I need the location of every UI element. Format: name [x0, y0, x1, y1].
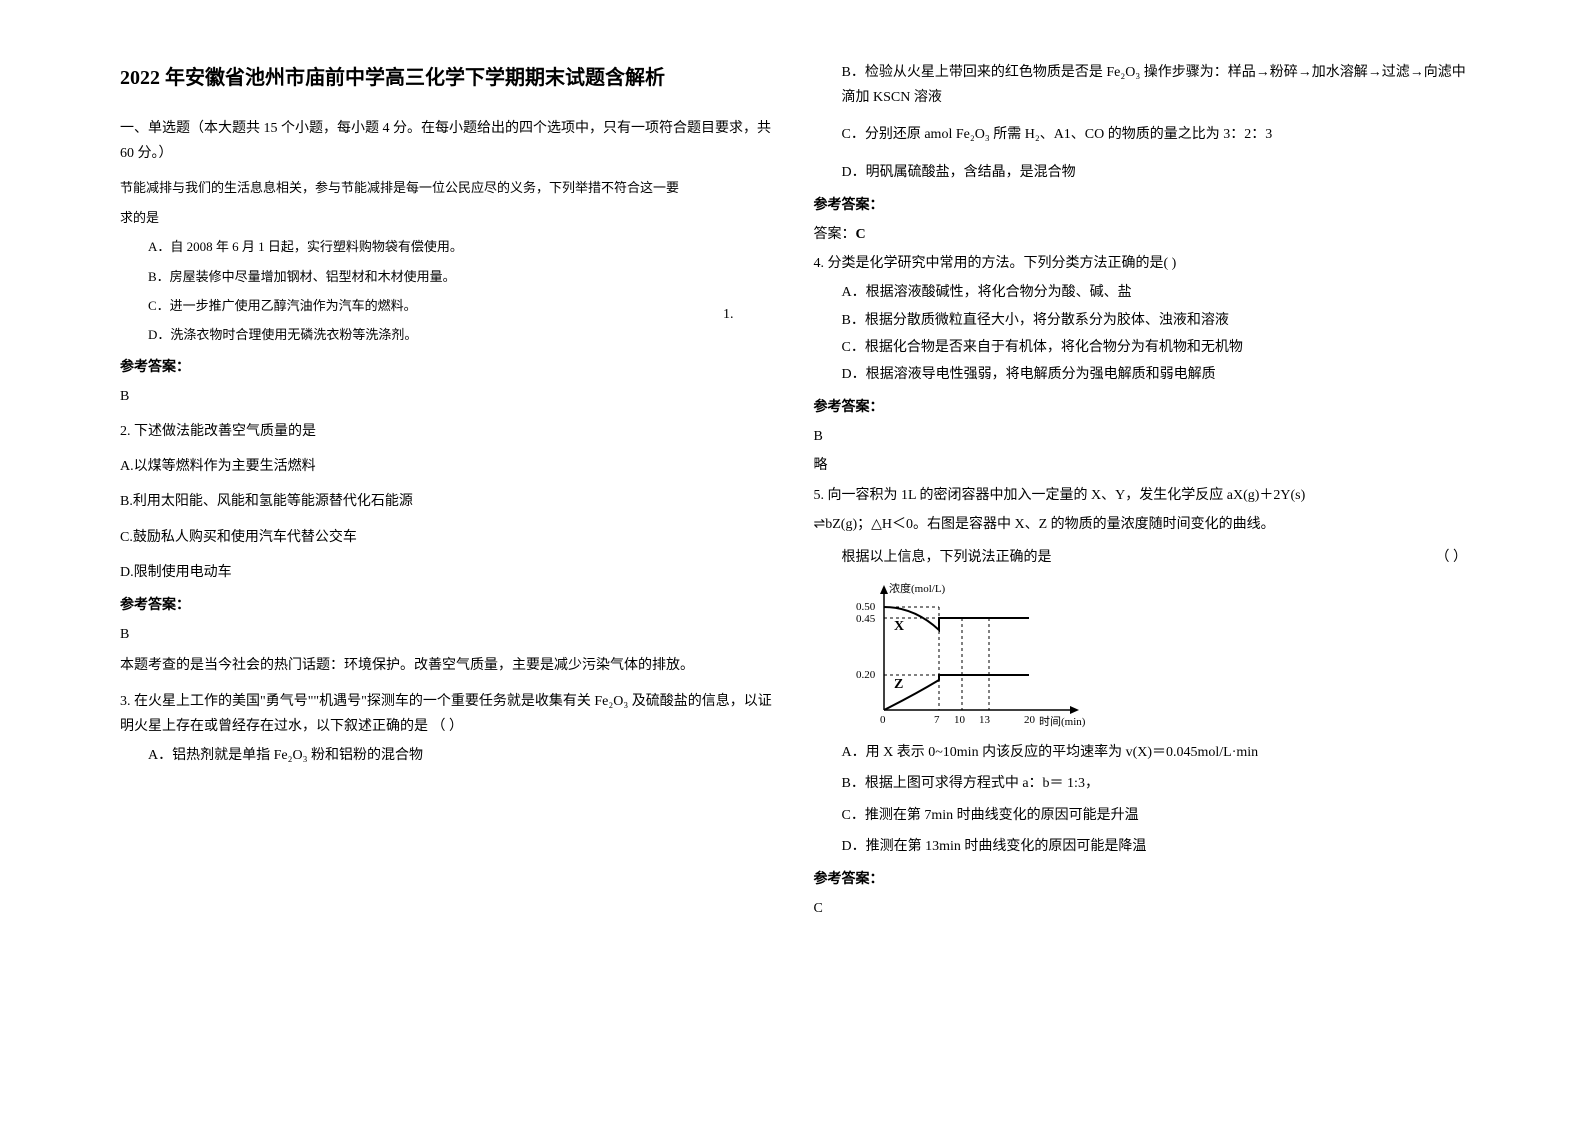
q3-answer-value: C [856, 227, 866, 242]
q5-option-a: A．用 X 表示 0~10min 内该反应的平均速率为 v(X)＝0.045mo… [814, 740, 1468, 765]
q2-option-a: A.以煤等燃料作为主要生活燃料 [120, 454, 774, 479]
chart-svg: 浓度(mol/L) 时间(min) 0.50 0.45 0.20 0 7 10 … [844, 580, 1104, 730]
q4-extra: 略 [814, 453, 1468, 478]
q1-option-a: A．自 2008 年 6 月 1 日起，实行塑料购物袋有偿使用。 [120, 235, 774, 258]
q5-option-c: C．推测在第 7min 时曲线变化的原因可能是升温 [814, 803, 1468, 828]
q3-option-b: B．检验从火星上带回来的红色物质是否是 Fe₂O₃ 操作步骤为：样品→粉碎→加水… [814, 60, 1468, 110]
right-column: B．检验从火星上带回来的红色物质是否是 Fe₂O₃ 操作步骤为：样品→粉碎→加水… [794, 60, 1488, 1062]
ytick-050: 0.50 [856, 601, 876, 613]
q5-chart: 浓度(mol/L) 时间(min) 0.50 0.45 0.20 0 7 10 … [844, 580, 1104, 730]
q3-answer-prefix: 答案： [814, 227, 856, 242]
ytick-045: 0.45 [856, 613, 876, 625]
q1-number: 1. [723, 302, 734, 327]
q2-option-c: C.鼓励私人购买和使用汽车代替公交车 [120, 525, 774, 550]
q5-option-d: D．推测在第 13min 时曲线变化的原因可能是降温 [814, 834, 1468, 859]
q2-explanation: 本题考查的是当今社会的热门话题：环境保护。改善空气质量，主要是减少污染气体的排放… [120, 653, 774, 678]
q1-answer: B [120, 384, 774, 409]
q3-option-c: C．分别还原 amol Fe₂O₃ 所需 H₂、A1、CO 的物质的量之比为 3… [814, 122, 1468, 147]
q5-stem3: 根据以上信息，下列说法正确的是 [842, 545, 1052, 570]
chart-label-x: X [894, 619, 904, 634]
q1-option-c: C．进一步推广使用乙醇汽油作为汽车的燃料。 [120, 294, 774, 317]
q3-stem: 3. 在火星上工作的美国"勇气号""机遇号"探测车的一个重要任务就是收集有关 F… [120, 689, 774, 739]
page-title: 2022 年安徽省池州市庙前中学高三化学下学期期末试题含解析 [120, 60, 774, 96]
section-header: 一、单选题（本大题共 15 个小题，每小题 4 分。在每小题给出的四个选项中，只… [120, 116, 774, 166]
q4-option-a: A．根据溶液酸碱性，将化合物分为酸、碱、盐 [814, 280, 1468, 305]
q1-option-b: B．房屋装修中尽量增加钢材、铝型材和木材使用量。 [120, 265, 774, 288]
q1-stem2: 求的是 [120, 206, 774, 229]
xtick-7: 7 [934, 714, 940, 726]
q4-option-c: C．根据化合物是否来自于有机体，将化合物分为有机物和无机物 [814, 335, 1468, 360]
q2-stem: 2. 下述做法能改善空气质量的是 [120, 419, 774, 444]
q5-stem2: ⇌bZ(g)；△H＜0。右图是容器中 X、Z 的物质的量浓度随时间变化的曲线。 [814, 512, 1468, 537]
q5-option-b: B．根据上图可求得方程式中 a：b＝ 1:3， [814, 771, 1468, 796]
q2-option-b: B.利用太阳能、风能和氢能等能源替代化石能源 [120, 489, 774, 514]
q4-option-b: B．根据分散质微粒直径大小，将分散系分为胶体、浊液和溶液 [814, 308, 1468, 333]
q3-option-d: D．明矾属硫酸盐，含结晶，是混合物 [814, 160, 1468, 185]
xtick-10: 10 [954, 714, 966, 726]
q4-stem: 4. 分类是化学研究中常用的方法。下列分类方法正确的是( ) [814, 251, 1468, 276]
q2-answer: B [120, 622, 774, 647]
q3-answer: 答案：C [814, 222, 1468, 247]
q4-answer-label: 参考答案： [814, 395, 1468, 420]
q4-answer: B [814, 424, 1468, 449]
ytick-020: 0.20 [856, 669, 876, 681]
q1-option-d: D．洗涤衣物时合理使用无磷洗衣粉等洗涤剂。 [120, 323, 774, 346]
chart-ylabel: 浓度(mol/L) [889, 581, 946, 595]
q5-answer-label: 参考答案： [814, 867, 1468, 892]
q5-stem1: 5. 向一容积为 1L 的密闭容器中加入一定量的 X、Y，发生化学反应 aX(g… [814, 483, 1468, 508]
question-1: 节能减排与我们的生活息息相关，参与节能减排是每一位公民应尽的义务，下列举措不符合… [120, 176, 774, 346]
xtick-0: 0 [880, 714, 886, 726]
q5-stem3-row: 根据以上信息，下列说法正确的是 （ ） [814, 545, 1468, 570]
chart-label-z: Z [894, 677, 903, 692]
q2-option-d: D.限制使用电动车 [120, 560, 774, 585]
chart-xlabel: 时间(min) [1039, 715, 1086, 728]
q1-stem: 节能减排与我们的生活息息相关，参与节能减排是每一位公民应尽的义务，下列举措不符合… [120, 176, 774, 199]
q3-answer-label: 参考答案： [814, 193, 1468, 218]
left-column: 2022 年安徽省池州市庙前中学高三化学下学期期末试题含解析 一、单选题（本大题… [100, 60, 794, 1062]
xtick-13: 13 [979, 714, 991, 726]
q1-answer-label: 参考答案： [120, 355, 774, 380]
q3-option-a: A．铝热剂就是单指 Fe₂O₃ 粉和铝粉的混合物 [120, 743, 774, 768]
q2-answer-label: 参考答案： [120, 593, 774, 618]
xtick-20: 20 [1024, 714, 1036, 726]
q4-option-d: D．根据溶液导电性强弱，将电解质分为强电解质和弱电解质 [814, 362, 1468, 387]
q5-stem3-paren: （ ） [1436, 545, 1468, 570]
q5-answer: C [814, 896, 1468, 921]
